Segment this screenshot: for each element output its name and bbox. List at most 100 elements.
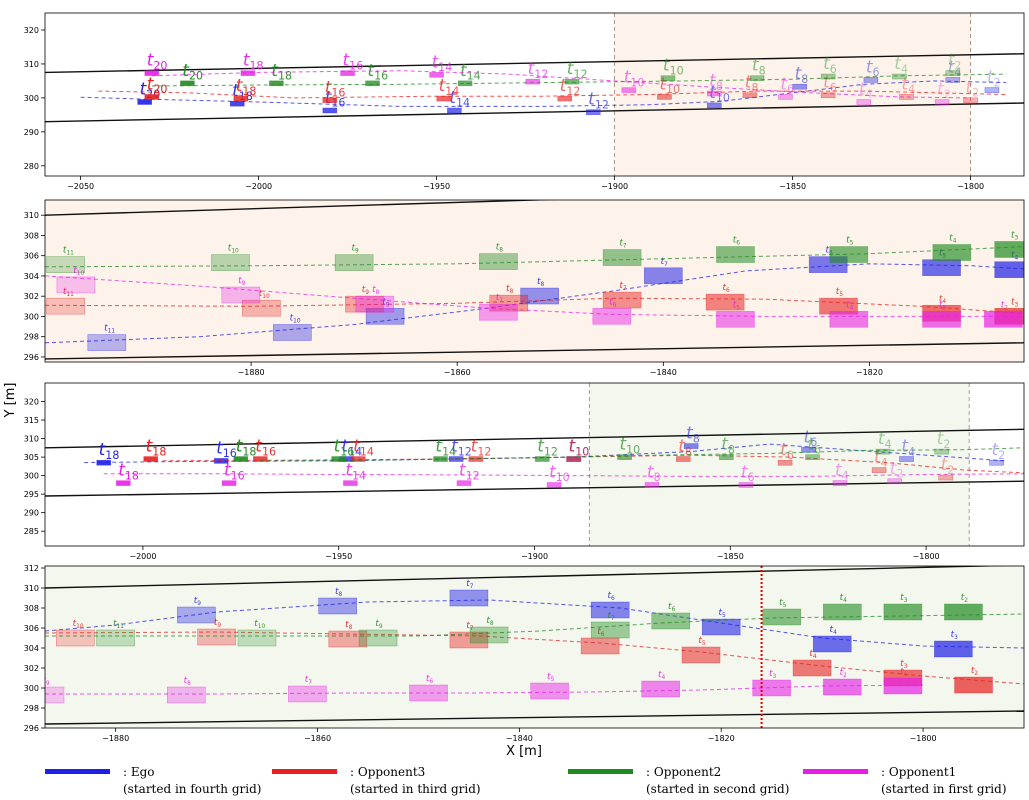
vehicle-opp1-t4 xyxy=(832,480,848,486)
time-label-opp2-t8: t8 xyxy=(486,616,494,627)
vehicle-ego-t16 xyxy=(322,107,338,114)
legend-note-ego: (started in fourth grid) xyxy=(123,782,261,796)
y-tick-label: 310 xyxy=(24,211,39,220)
time-label-opp1-t7: t7 xyxy=(496,293,504,304)
vehicle-ego-t10 xyxy=(273,324,312,341)
vehicle-opp3-t12 xyxy=(468,456,484,462)
vehicle-opp3-t8 xyxy=(328,630,368,648)
time-label-opp2-t9: t9 xyxy=(375,619,383,630)
vehicle-opp1-t16 xyxy=(221,480,237,486)
vehicle-opp2-t12 xyxy=(564,78,580,85)
y-tick-label: 300 xyxy=(24,684,39,693)
vehicle-opp1-t16 xyxy=(340,70,355,76)
vehicle-opp2-t7 xyxy=(602,249,642,266)
y-tick-label: 285 xyxy=(24,527,39,536)
y-tick-label: 296 xyxy=(24,724,39,733)
time-label-opp3-t9: t9 xyxy=(362,285,370,296)
x-tick-label: −1820 xyxy=(856,368,883,377)
time-label-opp1-t18: t18 xyxy=(118,461,139,483)
time-label-opp1-t14: t14 xyxy=(432,52,453,74)
y-tick-label: 308 xyxy=(24,604,39,613)
time-label-opp1-t10: t10 xyxy=(73,266,84,277)
trajectory-opp3 xyxy=(45,631,1024,685)
legend-name-opp1: : Opponent1 xyxy=(881,765,956,779)
x-tick-label: −1950 xyxy=(325,552,352,561)
time-label-opp1-t4: t4 xyxy=(846,300,854,311)
vehicle-opp3-t8 xyxy=(489,294,529,312)
vehicle-opp3-t10 xyxy=(55,629,95,647)
vehicle-opp2-t14 xyxy=(433,456,448,462)
trajectory-ego xyxy=(45,599,1024,649)
vehicle-opp1-t10 xyxy=(621,87,637,93)
vehicle-ego-t8 xyxy=(683,443,699,449)
x-tick-label: −1900 xyxy=(601,182,628,191)
trajectory-opp1 xyxy=(45,275,1024,317)
vehicle-ego-t3 xyxy=(934,640,973,658)
vehicle-opp3-t16 xyxy=(253,456,268,462)
time-label-ego-t8: t8 xyxy=(335,587,343,598)
vehicle-opp2-t8 xyxy=(719,454,734,460)
vehicle-opp2-t20 xyxy=(180,80,195,87)
time-label-opp2-t3: t3 xyxy=(1011,230,1019,241)
time-label-opp1-t3: t3 xyxy=(939,300,947,311)
x-tick-label: −1950 xyxy=(423,182,450,191)
vehicle-opp2-t18 xyxy=(269,80,284,87)
vehicle-opp1-t7 xyxy=(288,685,327,703)
x-tick-label: −1860 xyxy=(444,368,471,377)
x-tick-label: −1800 xyxy=(913,552,940,561)
vehicle-opp2-t9 xyxy=(358,629,398,647)
time-label-opp1-t1: t1 xyxy=(900,667,908,678)
track-lower-boundary xyxy=(45,342,1024,360)
time-label-opp1-t8: t8 xyxy=(184,676,192,687)
y-tick-label: 310 xyxy=(24,60,39,69)
vehicle-opp2-t10 xyxy=(211,254,250,271)
vehicle-opp2-t4 xyxy=(823,603,862,621)
time-label-ego-t5: t5 xyxy=(719,608,727,619)
time-label-ego-t3: t3 xyxy=(951,630,959,641)
vehicle-opp2-t4 xyxy=(892,73,907,80)
time-label-opp3-t6: t6 xyxy=(597,627,605,638)
vehicle-opp3-t5 xyxy=(681,646,721,664)
time-label-opp3-t20: t20 xyxy=(147,74,168,96)
time-label-opp1-t7: t7 xyxy=(305,675,313,686)
vehicle-opp1-t5 xyxy=(716,311,755,328)
vehicle-opp3-t4 xyxy=(871,467,887,473)
y-tick-label: 310 xyxy=(24,435,39,444)
vehicle-opp3-t6 xyxy=(705,293,745,311)
trajectory-opp1 xyxy=(45,684,924,695)
time-label-opp1-t6: t6 xyxy=(609,297,617,308)
panel-zoom-first-grid: t11t10t9t8t7t6t5t4t11t10t9t8t7t6t5t4t3t1… xyxy=(24,199,1025,377)
time-label-opp2-t6: t6 xyxy=(733,236,741,247)
trajectory-opp1 xyxy=(103,473,1024,477)
vehicle-opp1-t20 xyxy=(144,70,160,76)
vehicle-opp3-t14 xyxy=(436,95,452,102)
y-tick-label: 296 xyxy=(24,353,39,362)
vehicle-opp1-t4 xyxy=(829,311,869,328)
trajectory-opp1 xyxy=(151,70,971,99)
vehicle-opp3-t14 xyxy=(350,456,366,462)
x-tick-label: −1880 xyxy=(102,734,129,743)
time-label-opp1-t2: t2 xyxy=(840,668,848,679)
track-lower-boundary xyxy=(45,480,1024,497)
track-upper-boundary xyxy=(45,566,1012,589)
time-label-opp2-t18: t18 xyxy=(236,437,257,459)
y-tick-label: 320 xyxy=(24,26,39,35)
time-label-ego-t7: t7 xyxy=(661,257,669,268)
time-label-ego-t9: t9 xyxy=(194,596,202,607)
vehicle-ego-t4 xyxy=(994,261,1024,279)
shaded-window xyxy=(45,200,1024,362)
time-label-opp2-t7: t7 xyxy=(607,611,615,622)
vehicle-opp3-t2 xyxy=(954,676,993,694)
vehicle-opp2-t8 xyxy=(469,626,509,644)
y-tick-label: 304 xyxy=(24,644,39,653)
trajectory-opp2 xyxy=(151,73,1007,87)
time-label-opp2-t12: t12 xyxy=(537,437,558,459)
vehicle-opp1-t7 xyxy=(479,303,518,321)
vehicle-opp3-t20 xyxy=(144,94,160,100)
vehicle-ego-t14 xyxy=(447,107,462,114)
vehicle-opp2-t6 xyxy=(805,454,820,460)
time-label-opp3-t16: t16 xyxy=(325,78,346,100)
vehicle-opp1-t2 xyxy=(887,478,903,485)
